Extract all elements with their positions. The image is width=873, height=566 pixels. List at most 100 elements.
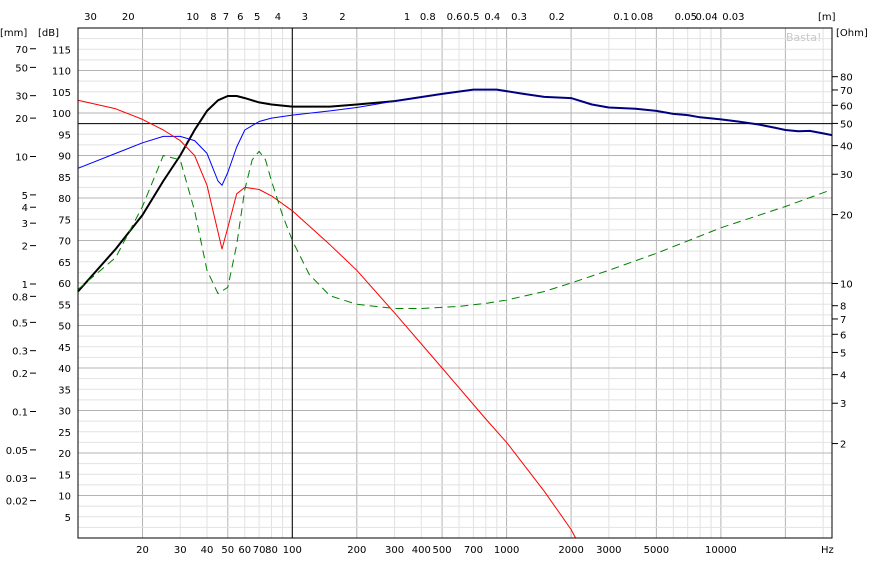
db-tick-label: 70 <box>58 237 71 248</box>
ohm-tick-label: 20 <box>840 211 853 222</box>
meter-axis-unit: [m] <box>818 12 836 23</box>
mm-axis-unit: [mm] <box>0 28 27 39</box>
x-top-tick-label: 0.05 <box>675 12 697 23</box>
mm-tick-label: 1 <box>22 280 28 291</box>
mm-tick-label: 0.05 <box>6 446 28 457</box>
x-top-tick-label: 0.5 <box>464 12 480 23</box>
x-top-tick-label: 0.08 <box>631 12 653 23</box>
hz-axis-unit: Hz <box>821 545 834 556</box>
mm-tick-label: 5 <box>22 191 28 202</box>
db-tick-label: 100 <box>52 109 71 120</box>
db-tick-label: 30 <box>58 407 71 418</box>
x-top-tick-label: 7 <box>223 12 229 23</box>
x-tick-label: 500 <box>433 545 452 556</box>
x-top-tick-label: 0.1 <box>613 12 629 23</box>
series-group <box>77 88 833 539</box>
x-top-tick-label: 2 <box>339 12 345 23</box>
x-top-tick-label: 0.03 <box>722 12 744 23</box>
x-tick-label: 30 <box>174 545 187 556</box>
series-line-5 <box>77 150 833 309</box>
ohm-tick-label: 70 <box>840 86 853 97</box>
x-tick-label: 70 <box>253 545 266 556</box>
db-tick-label: 15 <box>58 470 71 481</box>
ohm-tick-label: 5 <box>840 348 846 359</box>
db-tick-label: 105 <box>52 88 71 99</box>
x-tick-label: 3000 <box>596 545 621 556</box>
mm-tick-label: 50 <box>15 63 28 74</box>
ohm-tick-label: 60 <box>840 101 853 112</box>
series-line-1 <box>77 95 395 293</box>
db-tick-label: 110 <box>52 67 71 78</box>
x-tick-label: 2000 <box>558 545 583 556</box>
x-top-tick-label: 8 <box>210 12 216 23</box>
db-tick-label: 65 <box>58 258 71 269</box>
db-axis-unit: [dB] <box>38 28 59 39</box>
mm-tick-label: 0.02 <box>6 497 28 508</box>
mm-tick-label: 0.3 <box>12 347 28 358</box>
ohm-tick-label: 4 <box>840 371 846 382</box>
x-top-tick-label: 0.2 <box>549 12 565 23</box>
x-tick-label: 5000 <box>644 545 669 556</box>
db-tick-label: 10 <box>58 492 71 503</box>
ohm-tick-label: 10 <box>840 280 853 291</box>
mm-tick-label: 0.2 <box>12 369 28 380</box>
db-tick-label: 5 <box>65 513 71 524</box>
db-tick-label: 45 <box>58 343 71 354</box>
x-top-tick-label: 0.3 <box>511 12 527 23</box>
db-tick-label: 50 <box>58 322 71 333</box>
x-tick-label: 200 <box>347 545 366 556</box>
x-top-tick-label: 0.4 <box>484 12 500 23</box>
cursor-lines <box>78 28 832 538</box>
x-tick-label: 400 <box>412 545 431 556</box>
ohm-tick-label: 80 <box>840 73 853 84</box>
x-top-tick-label: 20 <box>122 12 135 23</box>
watermark-text: Basta! <box>786 31 821 44</box>
db-tick-label: 115 <box>52 45 71 56</box>
axis-labels: 20 30 40 50 60 70 80 100 200 300 400 500 700 1000 2000… <box>6 12 853 556</box>
db-tick-label: 95 <box>58 130 71 141</box>
db-tick-label: 80 <box>58 194 71 205</box>
db-tick-label: 20 <box>58 449 71 460</box>
x-top-tick-label: 1 <box>404 12 410 23</box>
x-tick-label: 80 <box>265 545 278 556</box>
x-top-tick-label: 0.6 <box>447 12 463 23</box>
mm-tick-label: 10 <box>15 153 28 164</box>
x-top-tick-label: 30 <box>84 12 97 23</box>
db-tick-label: 90 <box>58 152 71 163</box>
x-tick-label: 700 <box>464 545 483 556</box>
x-top-tick-label: 6 <box>237 12 243 23</box>
ohm-tick-label: 3 <box>840 399 846 410</box>
x-tick-label: 100 <box>283 545 302 556</box>
grid <box>77 28 832 538</box>
x-top-tick-label: 5 <box>254 12 260 23</box>
mm-tick-label: 20 <box>15 114 28 125</box>
db-tick-label: 35 <box>58 385 71 396</box>
db-tick-label: 55 <box>58 300 71 311</box>
mm-tick-label: 3 <box>22 219 28 230</box>
mm-tick-label: 0.03 <box>6 474 28 485</box>
ohm-tick-label: 40 <box>840 142 853 153</box>
db-tick-label: 85 <box>58 173 71 184</box>
mm-tick-label: 0.5 <box>12 318 28 329</box>
series-line-3 <box>77 100 395 186</box>
db-tick-label: 75 <box>58 215 71 226</box>
x-tick-label: 20 <box>136 545 149 556</box>
x-top-tick-label: 10 <box>186 12 199 23</box>
ohm-tick-label: 50 <box>840 119 853 130</box>
ohm-tick-label: 30 <box>840 170 853 181</box>
x-tick-label: 1000 <box>494 545 519 556</box>
mm-tick-label: 2 <box>22 242 28 253</box>
x-top-tick-label: 0.04 <box>695 12 717 23</box>
x-tick-label: 60 <box>238 545 251 556</box>
db-tick-label: 60 <box>58 279 71 290</box>
x-top-tick-label: 4 <box>275 12 281 23</box>
x-tick-label: 10000 <box>705 545 737 556</box>
ohm-tick-label: 6 <box>840 330 846 341</box>
mm-tick-label: 0.8 <box>12 292 28 303</box>
x-top-tick-label: 3 <box>302 12 308 23</box>
ohm-tick-label: 8 <box>840 302 846 313</box>
ohm-axis-unit: [Ohm] <box>836 28 868 39</box>
mm-tick-label: 70 <box>15 45 28 56</box>
series-line-2 <box>394 88 833 137</box>
